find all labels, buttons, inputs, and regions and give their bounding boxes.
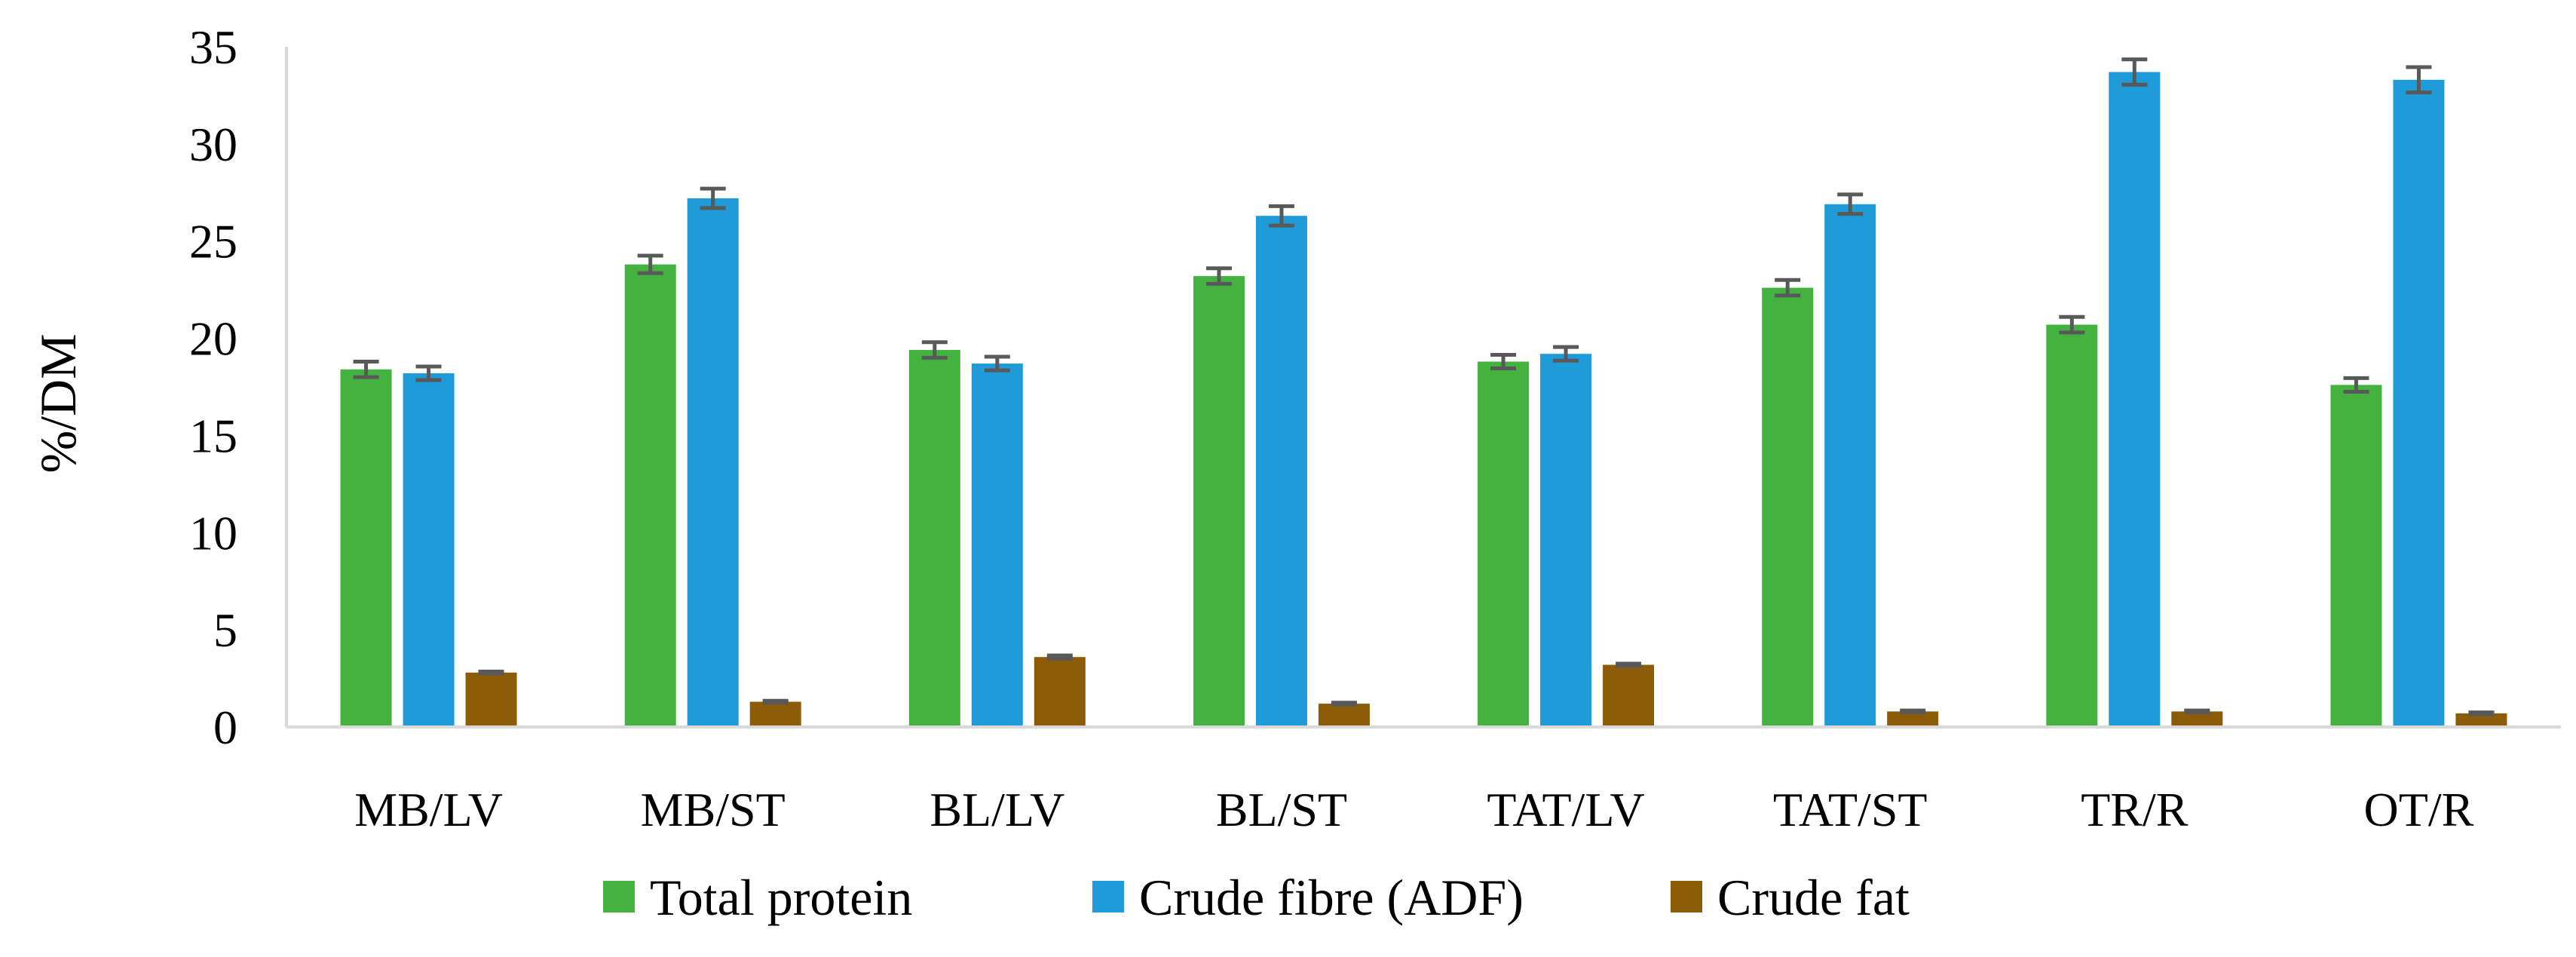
legend-item: Crude fibre (ADF) xyxy=(1092,869,1524,926)
y-tick-label: 15 xyxy=(189,409,237,462)
bar-crude-fat-bl-lv xyxy=(1034,657,1086,727)
bar-crude-fibre-adf-bl-st xyxy=(1255,216,1307,727)
y-tick-label: 25 xyxy=(189,215,237,268)
error-bar xyxy=(700,186,726,210)
y-tick-label: 10 xyxy=(189,506,237,560)
bar-crude-fibre-adf-tat-st xyxy=(1824,204,1876,728)
bar-crude-fibre-adf-mb-lv xyxy=(403,373,455,727)
plot-area xyxy=(340,57,2507,728)
bar-crude-fibre-adf-bl-lv xyxy=(971,363,1023,727)
error-bar xyxy=(1553,345,1579,363)
legend-swatch xyxy=(1092,881,1124,913)
error-bar xyxy=(1616,661,1642,668)
x-tick-label: TR/R xyxy=(2081,783,2189,836)
bar-crude-fibre-adf-tat-lv xyxy=(1540,354,1592,727)
legend-item: Total protein xyxy=(603,869,912,926)
x-tick-label: TAT/LV xyxy=(1487,783,1644,836)
error-bar xyxy=(2468,710,2495,716)
error-bar xyxy=(762,698,789,705)
error-bar xyxy=(1837,192,1864,216)
bar-crude-fibre-adf-mb-st xyxy=(687,198,739,727)
error-bar xyxy=(1900,708,1926,715)
x-tick-label: TAT/ST xyxy=(1773,783,1928,836)
legend-item: Crude fat xyxy=(1671,869,1910,926)
x-tick-label: MB/ST xyxy=(641,783,786,836)
bar-crude-fat-mb-lv xyxy=(465,672,517,727)
x-tick-label: MB/LV xyxy=(354,783,503,836)
x-tick-label: OT/R xyxy=(2364,783,2474,836)
bar-crude-fibre-adf-tr-r xyxy=(2109,72,2161,727)
y-tick-labels: 0 5 10 15 20 25 30 35 xyxy=(189,20,237,754)
error-bar xyxy=(478,670,504,676)
x-tick-labels: MB/LV MB/ST BL/LV BL/ST TAT/LV TAT/ST TR/R OT/R xyxy=(354,783,2473,836)
bar-crude-fat-tat-lv xyxy=(1603,664,1655,727)
legend-label: Total protein xyxy=(650,869,912,926)
y-tick-label: 20 xyxy=(189,312,237,366)
bar-crude-fibre-adf-ot-r xyxy=(2393,79,2445,728)
bar-total-protein-bl-st xyxy=(1193,276,1245,727)
y-tick-label: 30 xyxy=(189,118,237,171)
error-bar xyxy=(353,359,379,379)
error-bar xyxy=(415,364,442,382)
y-tick-label: 5 xyxy=(213,603,237,657)
error-bar xyxy=(1205,266,1232,286)
error-bar xyxy=(1331,701,1357,707)
legend-swatch xyxy=(1671,881,1702,913)
legend-label: Crude fat xyxy=(1717,869,1910,926)
bar-crude-fat-tat-st xyxy=(1887,711,1939,727)
x-tick-label: BL/LV xyxy=(930,783,1064,836)
error-bar xyxy=(1268,204,1294,228)
bar-total-protein-ot-r xyxy=(2330,385,2382,727)
error-bar xyxy=(2406,65,2432,95)
bar-crude-fat-bl-st xyxy=(1318,704,1370,727)
legend: Total protein Crude fibre (ADF) Crude fat xyxy=(603,869,1910,926)
error-bar xyxy=(2121,57,2148,87)
bar-total-protein-bl-lv xyxy=(908,350,960,727)
bar-total-protein-tat-lv xyxy=(1478,361,1530,727)
y-tick-label: 35 xyxy=(189,20,237,74)
bar-crude-fat-ot-r xyxy=(2455,713,2507,727)
error-bar xyxy=(2059,314,2085,335)
y-axis-title: %/DM xyxy=(29,333,87,473)
bar-crude-fat-mb-st xyxy=(749,701,801,727)
y-tick-label: 0 xyxy=(213,701,237,754)
error-bar xyxy=(2184,708,2210,715)
legend-swatch xyxy=(603,881,635,913)
error-bar xyxy=(2343,376,2369,394)
bar-total-protein-tat-st xyxy=(1762,287,1814,728)
error-bar xyxy=(1490,352,1517,371)
y-axis: 0 5 10 15 20 25 30 35 xyxy=(189,20,237,754)
legend-label: Crude fibre (ADF) xyxy=(1139,869,1524,926)
error-bar xyxy=(637,253,663,275)
x-tick-label: BL/ST xyxy=(1216,783,1347,836)
bar-total-protein-tr-r xyxy=(2046,324,2098,727)
error-bar xyxy=(1046,653,1073,661)
error-bar xyxy=(1775,278,1801,298)
bar-crude-fat-tr-r xyxy=(2171,711,2223,727)
bar-total-protein-mb-st xyxy=(624,264,676,727)
bar-total-protein-mb-lv xyxy=(340,369,392,727)
error-bar xyxy=(984,354,1010,373)
error-bar xyxy=(921,340,948,360)
